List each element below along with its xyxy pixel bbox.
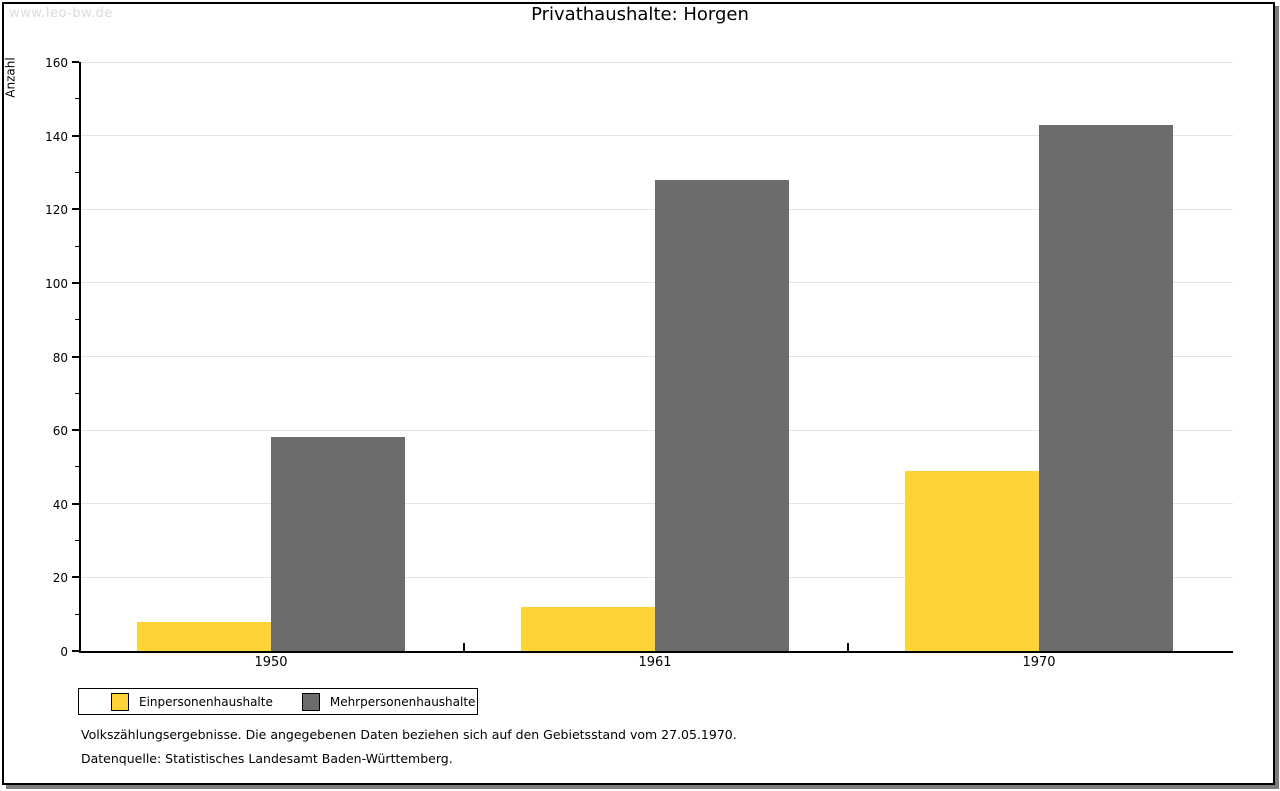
y-axis-minor-tick xyxy=(75,245,79,247)
bar-einpersonenhaushalte-1970 xyxy=(905,471,1039,651)
y-tick-label: 60 xyxy=(52,424,68,439)
watermark: www.leo-bw.de xyxy=(9,6,113,21)
legend-swatch-yellow xyxy=(111,692,129,711)
bar-mehrpersonenhaushalte-1961 xyxy=(655,180,789,651)
gridline xyxy=(81,61,1233,63)
y-axis-major-tick xyxy=(72,429,79,432)
legend-swatch-gray xyxy=(301,692,320,711)
bar-einpersonenhaushalte-1961 xyxy=(521,607,655,651)
y-axis-minor-tick xyxy=(75,319,79,321)
y-axis-major-tick xyxy=(72,650,79,652)
y-tick-label: 140 xyxy=(45,129,68,144)
y-axis-minor-tick xyxy=(75,613,79,615)
y-tick-label: 0 xyxy=(60,645,68,659)
bar-einpersonenhaushalte-1950 xyxy=(137,622,271,651)
legend-item-mehrpersonenhaushalte: Mehrpersonenhaushalte xyxy=(301,692,476,711)
bar-mehrpersonenhaushalte-1950 xyxy=(271,437,405,651)
chart-title: Privathaushalte: Horgen xyxy=(531,4,749,25)
plot-area: 0 20 40 60 80 100 120 140 160 1950 1961 1970 xyxy=(45,56,1233,670)
y-axis-major-tick xyxy=(72,576,79,579)
x-tick-label: 1961 xyxy=(638,655,672,670)
legend-label: Einpersonenhaushalte xyxy=(139,694,273,709)
y-tick-label: 80 xyxy=(52,350,68,365)
x-tick-label: 1950 xyxy=(254,655,288,670)
x-axis-category-tick xyxy=(847,643,849,651)
gridline xyxy=(81,135,1233,137)
y-axis-major-tick xyxy=(72,355,79,358)
y-axis-minor-tick xyxy=(75,171,79,173)
y-axis-minor-tick xyxy=(75,392,79,394)
y-axis-minor-tick xyxy=(75,98,79,100)
bar-mehrpersonenhaushalte-1970 xyxy=(1039,125,1173,651)
footnote-data-source: Datenquelle: Statistisches Landesamt Bad… xyxy=(81,751,453,766)
footnote-source-note: Volkszählungsergebnisse. Die angegebenen… xyxy=(81,727,737,742)
y-axis-major-tick xyxy=(72,502,79,505)
y-axis-label: Anzahl xyxy=(3,57,18,98)
y-axis-minor-tick xyxy=(75,540,79,542)
x-tick-label: 1970 xyxy=(1022,655,1056,670)
legend-label: Mehrpersonenhaushalte xyxy=(329,694,476,709)
y-tick-label: 100 xyxy=(45,276,68,291)
y-axis-major-tick xyxy=(72,281,79,284)
legend: Einpersonenhaushalte Mehrpersonenhaushal… xyxy=(78,688,478,715)
y-axis-major-tick xyxy=(72,208,79,211)
legend-item-einpersonenhaushalte: Einpersonenhaushalte xyxy=(111,692,273,711)
y-tick-label: 160 xyxy=(45,56,68,70)
y-axis-major-tick xyxy=(72,134,79,137)
y-tick-label: 120 xyxy=(45,203,68,218)
y-tick-label: 40 xyxy=(52,497,68,512)
y-axis-minor-tick xyxy=(75,466,79,468)
x-axis-category-tick xyxy=(463,643,465,651)
y-tick-label: 20 xyxy=(52,571,68,586)
y-axis-major-tick xyxy=(72,61,79,63)
